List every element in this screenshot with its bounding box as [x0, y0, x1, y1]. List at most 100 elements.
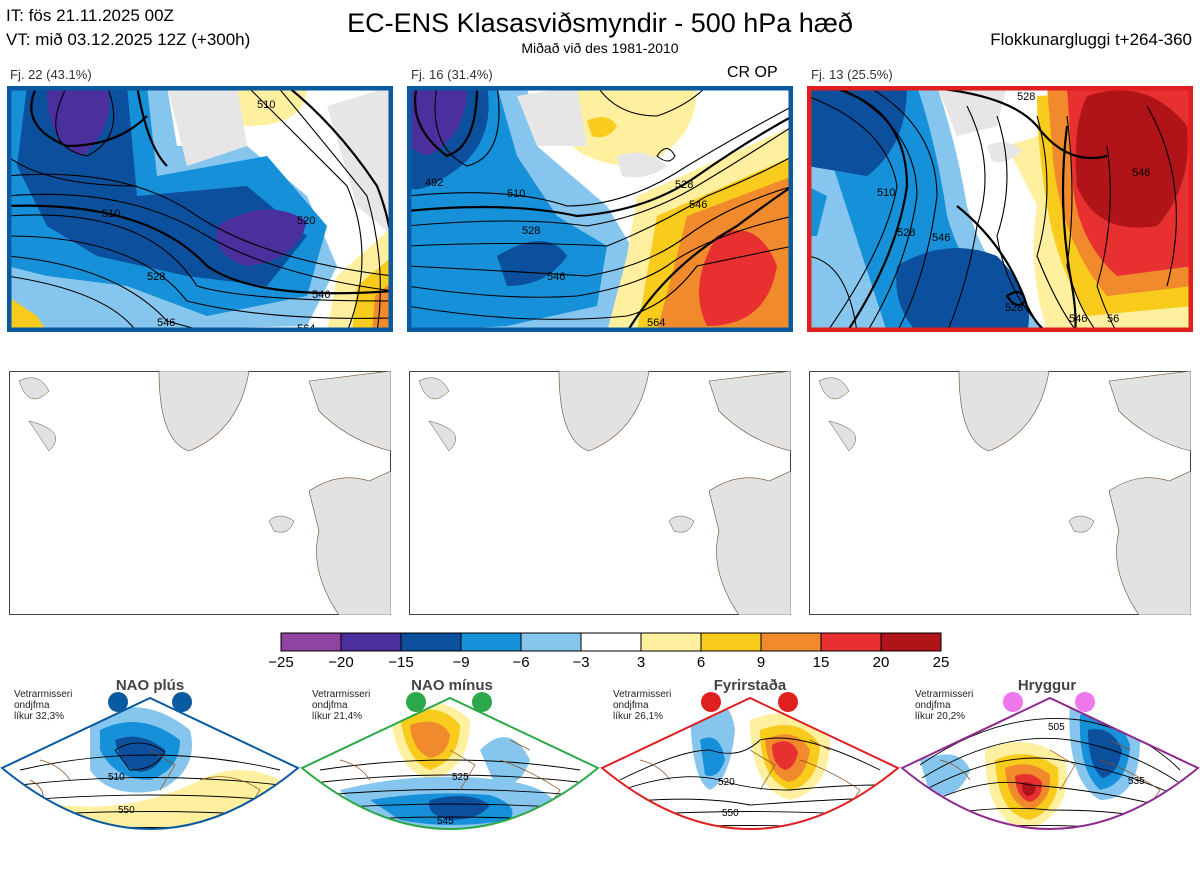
cluster-map-3: 528 546 510 528 546 528 546 56	[807, 86, 1193, 332]
regime-3-dot-right	[778, 692, 798, 712]
regime-3-dot-left	[701, 692, 721, 712]
regime-3-stat: Vetrarmisseri ondjfma líkur 26,1%	[613, 689, 671, 722]
panel-1-contour-510b: 510	[257, 99, 275, 111]
panel-2-contour-564: 564	[647, 317, 665, 329]
colorbar-tick-label: 15	[812, 654, 830, 671]
regime-2-stat-line: Vetrarmisseri	[312, 689, 371, 700]
regime-4-dot-right	[1075, 692, 1095, 712]
colorbar-tick-label: 20	[872, 654, 890, 671]
regime-4-stat-line: Vetrarmisseri	[915, 689, 974, 700]
classification-window: Flokkunargluggi t+264-360	[990, 30, 1192, 49]
panel-1-contour-546b: 546	[312, 289, 330, 301]
regime-3-title: Fyrirstaða	[713, 677, 787, 694]
panel-3-contour-528b: 528	[897, 227, 915, 239]
colorbar-tick-label: −25	[268, 654, 294, 671]
regime-1-map: 510 550	[0, 696, 300, 830]
panel-1-border	[7, 86, 393, 332]
regime-1-stat-line: Vetrarmisseri	[14, 689, 73, 700]
colorbar-tick-label: −9	[452, 654, 470, 671]
panel-3-contour-546c: 546	[1069, 313, 1087, 325]
regime-1-dot-right	[172, 692, 192, 712]
colorbar-tick-label: 9	[756, 654, 766, 671]
panel-3-label: Fj. 13 (25.5%)	[811, 67, 893, 82]
colorbar-tick-label: −3	[572, 654, 590, 671]
panel-2-contour-510: 510	[507, 188, 525, 200]
colorbar-tick-label: −6	[512, 654, 530, 671]
regime-3-contour-520: 520	[718, 777, 735, 788]
regime-4-dot-left	[1003, 692, 1023, 712]
regime-4-map: 505 535 560	[900, 696, 1200, 848]
colorbar-tick-label: −20	[328, 654, 354, 671]
regime-2-stat-line: ondjfma	[312, 700, 348, 711]
colorbar-swatch	[280, 632, 342, 652]
regime-4-stat: Vetrarmisseri ondjfma líkur 20,2%	[915, 689, 973, 722]
regime-2-stat: Vetrarmisseri ondjfma líkur 21,4%	[312, 689, 370, 722]
regime-3-outline	[600, 696, 900, 830]
regime-2-contour-545: 545	[437, 816, 454, 827]
panel-2-contour-528b: 528	[675, 179, 693, 191]
panel-2-contour-528: 528	[522, 225, 540, 237]
basemap-3	[809, 371, 1191, 615]
panel-1-label: Fj. 22 (43.1%)	[10, 67, 92, 82]
regime-4-title: Hryggur	[1017, 677, 1077, 694]
regime-2-map: 525 545 565	[300, 696, 600, 862]
colorbar	[280, 632, 942, 652]
panel-2-contour-546: 546	[547, 271, 565, 283]
regime-4-stat-line: ondjfma	[915, 700, 951, 711]
regime-2-stat-line: líkur 21,4%	[312, 711, 363, 722]
regime-3-stat-line: ondjfma	[613, 700, 649, 711]
panel-2-label: Fj. 16 (31.4%)	[411, 67, 493, 82]
issue-time: IT: fös 21.11.2025 00Z	[6, 6, 174, 25]
cr-op-badge: CR OP	[727, 64, 778, 81]
cluster-map-2: 492 510 528 546 528 546 564	[407, 86, 793, 332]
colorbar-swatch	[520, 632, 582, 652]
regime-1-dot-left	[108, 692, 128, 712]
panel-3-contour-56: 56	[1107, 313, 1119, 325]
basemap-1	[9, 371, 391, 615]
colorbar-swatch	[580, 632, 642, 652]
regime-3-stat-line: líkur 26,1%	[613, 711, 664, 722]
regime-2-outline	[300, 696, 600, 830]
regime-2-title: NAO mínus	[411, 677, 493, 694]
regime-4-contour-560: 560	[1092, 837, 1109, 848]
regime-1-outline	[0, 696, 300, 830]
panel-2-contour-546b: 546	[689, 199, 707, 211]
panel-1-contour-510: 510	[102, 208, 120, 220]
panel-3-contour-546b: 546	[932, 232, 950, 244]
regime-2-dot-left	[406, 692, 426, 712]
panel-2-border	[407, 86, 793, 332]
page-title: EC-ENS Klasasviðsmyndir - 500 hPa hæð	[347, 8, 853, 38]
panel-2-contour-492: 492	[425, 177, 443, 189]
regime-2-contour-525: 525	[452, 772, 469, 783]
colorbar-swatch	[460, 632, 522, 652]
cluster-map-1: 510 528 546 510 520 546 564	[7, 86, 393, 332]
regime-3-contour-560: 560	[737, 834, 754, 845]
colorbar-tick-label: 25	[932, 654, 950, 671]
colorbar-swatch	[760, 632, 822, 652]
regime-4-contour-505: 505	[1048, 722, 1065, 733]
valid-time: VT: mið 03.12.2025 12Z (+300h)	[6, 30, 251, 49]
regime-2-contour-565: 565	[447, 851, 464, 862]
panel-3-border	[807, 86, 1193, 332]
panel-3-contour-546: 546	[1132, 167, 1150, 179]
colorbar-tick-label: 3	[636, 654, 646, 671]
colorbar-tick-label: −15	[388, 654, 414, 671]
regime-4-stat-line: líkur 20,2%	[915, 711, 966, 722]
panel-1-contour-528: 528	[147, 271, 165, 283]
panel-1-contour-546: 546	[157, 317, 175, 329]
regime-2-dot-right	[472, 692, 492, 712]
colorbar-tick-label: 6	[696, 654, 706, 671]
regime-3-stat-line: Vetrarmisseri	[613, 689, 672, 700]
header-info: IT: fös 21.11.2025 00Z VT: mið 03.12.202…	[6, 4, 250, 52]
colorbar-swatch	[340, 632, 402, 652]
regime-3-map: 520 550 560	[600, 696, 900, 845]
regime-4-contour-535: 535	[1128, 776, 1145, 787]
colorbar-swatch	[400, 632, 462, 652]
colorbar-swatch	[880, 632, 942, 652]
panel-1-contour-520: 520	[297, 215, 315, 227]
page-subtitle: Miðað við des 1981-2010	[521, 40, 679, 56]
colorbar-swatch	[820, 632, 882, 652]
panel-3-contour-528c: 528	[1005, 302, 1023, 314]
regime-1-contour-550: 550	[118, 805, 135, 816]
regime-1-title: NAO plús	[115, 677, 185, 694]
